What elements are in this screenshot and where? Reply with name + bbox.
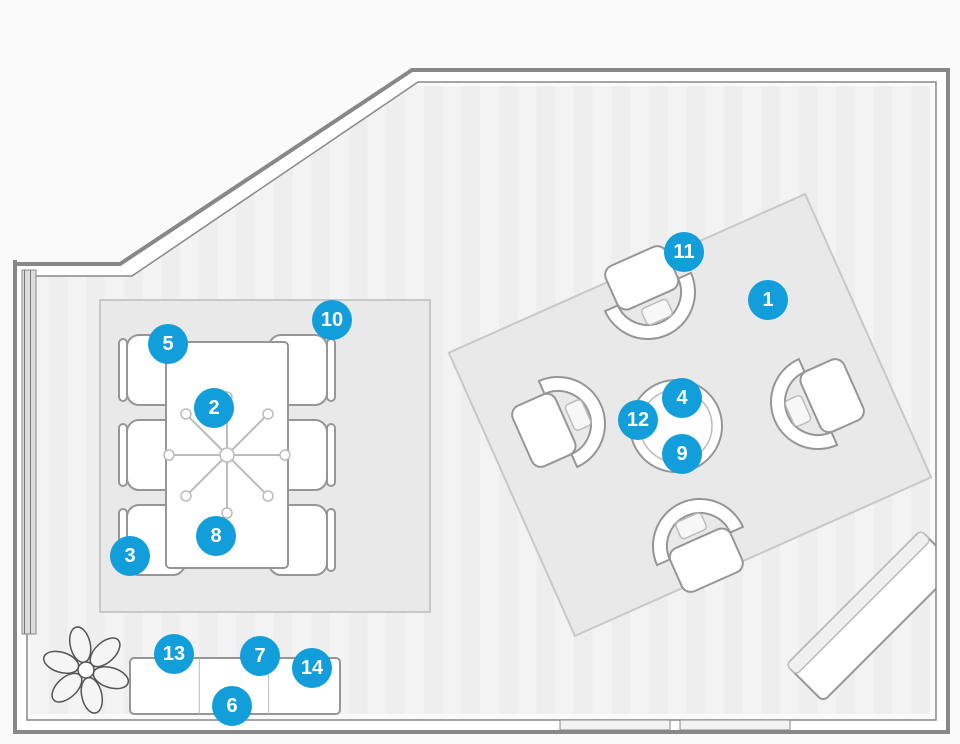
marker-label: 13 xyxy=(163,643,185,665)
marker-14[interactable]: 14 xyxy=(292,648,332,688)
marker-11[interactable]: 11 xyxy=(664,232,704,272)
window-left xyxy=(22,270,36,634)
marker-label: 5 xyxy=(162,333,173,355)
marker-label: 3 xyxy=(124,545,135,567)
marker-label: 1 xyxy=(762,289,773,311)
marker-1[interactable]: 1 xyxy=(748,280,788,320)
marker-label: 10 xyxy=(321,309,343,331)
floor-plan: 1234567891011121314 xyxy=(0,0,960,744)
marker-3[interactable]: 3 xyxy=(110,536,150,576)
marker-label: 8 xyxy=(210,525,221,547)
marker-label: 6 xyxy=(226,695,237,717)
marker-8[interactable]: 8 xyxy=(196,516,236,556)
marker-label: 9 xyxy=(676,443,687,465)
marker-10[interactable]: 10 xyxy=(312,300,352,340)
marker-6[interactable]: 6 xyxy=(212,686,252,726)
marker-5[interactable]: 5 xyxy=(148,324,188,364)
marker-9[interactable]: 9 xyxy=(662,434,702,474)
marker-7[interactable]: 7 xyxy=(240,636,280,676)
marker-12[interactable]: 12 xyxy=(618,400,658,440)
marker-label: 11 xyxy=(673,241,694,263)
marker-4[interactable]: 4 xyxy=(662,378,702,418)
marker-label: 12 xyxy=(627,409,649,431)
marker-label: 2 xyxy=(208,397,219,419)
marker-label: 4 xyxy=(676,387,688,409)
door-opening xyxy=(560,720,670,730)
door-opening xyxy=(680,720,790,730)
marker-label: 7 xyxy=(254,645,265,667)
marker-13[interactable]: 13 xyxy=(154,634,194,674)
marker-2[interactable]: 2 xyxy=(194,388,234,428)
marker-label: 14 xyxy=(301,657,324,679)
